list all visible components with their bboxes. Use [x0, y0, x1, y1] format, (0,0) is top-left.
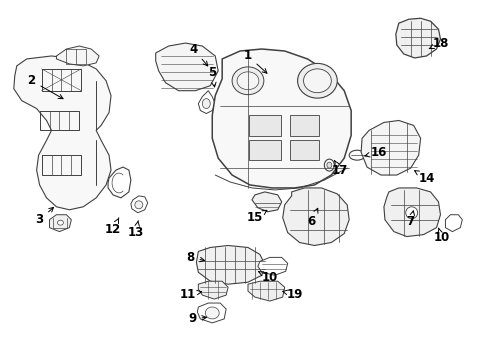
Polygon shape — [445, 215, 461, 231]
Text: 11: 11 — [179, 288, 201, 301]
Text: 15: 15 — [246, 210, 266, 224]
Text: 18: 18 — [428, 37, 448, 50]
Ellipse shape — [135, 201, 142, 209]
Text: 14: 14 — [414, 171, 434, 185]
Ellipse shape — [303, 69, 331, 93]
Polygon shape — [198, 281, 228, 299]
Ellipse shape — [326, 162, 331, 168]
Polygon shape — [383, 188, 440, 237]
Polygon shape — [289, 114, 319, 136]
Text: 5: 5 — [208, 66, 216, 87]
Text: 13: 13 — [127, 221, 143, 239]
Ellipse shape — [324, 159, 334, 171]
Polygon shape — [289, 140, 319, 160]
Text: 10: 10 — [258, 271, 277, 284]
Polygon shape — [14, 56, 111, 210]
Text: 17: 17 — [331, 161, 347, 176]
Text: 16: 16 — [364, 146, 386, 159]
Polygon shape — [248, 140, 280, 160]
Text: 9: 9 — [188, 312, 206, 325]
Polygon shape — [196, 246, 264, 284]
Text: 1: 1 — [244, 49, 266, 73]
Text: 8: 8 — [186, 251, 204, 264]
Text: 4: 4 — [189, 42, 207, 66]
Polygon shape — [247, 281, 284, 301]
Ellipse shape — [232, 67, 264, 95]
Ellipse shape — [405, 207, 417, 219]
Text: 2: 2 — [27, 74, 63, 99]
Text: 19: 19 — [282, 288, 302, 301]
Ellipse shape — [237, 72, 258, 90]
Text: 12: 12 — [105, 218, 121, 236]
Ellipse shape — [297, 63, 337, 98]
Polygon shape — [198, 91, 215, 113]
Polygon shape — [56, 46, 99, 66]
Polygon shape — [395, 18, 440, 58]
Polygon shape — [248, 114, 280, 136]
Text: 7: 7 — [406, 211, 414, 228]
Polygon shape — [257, 257, 287, 275]
Ellipse shape — [57, 220, 63, 225]
Ellipse shape — [202, 99, 210, 109]
Polygon shape — [251, 192, 281, 212]
Text: 6: 6 — [307, 208, 317, 228]
Polygon shape — [212, 49, 350, 188]
Polygon shape — [155, 43, 218, 91]
Polygon shape — [360, 121, 420, 175]
Polygon shape — [49, 215, 71, 231]
Ellipse shape — [205, 307, 219, 319]
Text: 3: 3 — [36, 207, 54, 226]
Polygon shape — [197, 303, 225, 323]
Polygon shape — [108, 167, 131, 198]
Polygon shape — [282, 188, 348, 246]
Text: 10: 10 — [432, 228, 448, 244]
Polygon shape — [131, 196, 147, 213]
Ellipse shape — [348, 150, 365, 160]
